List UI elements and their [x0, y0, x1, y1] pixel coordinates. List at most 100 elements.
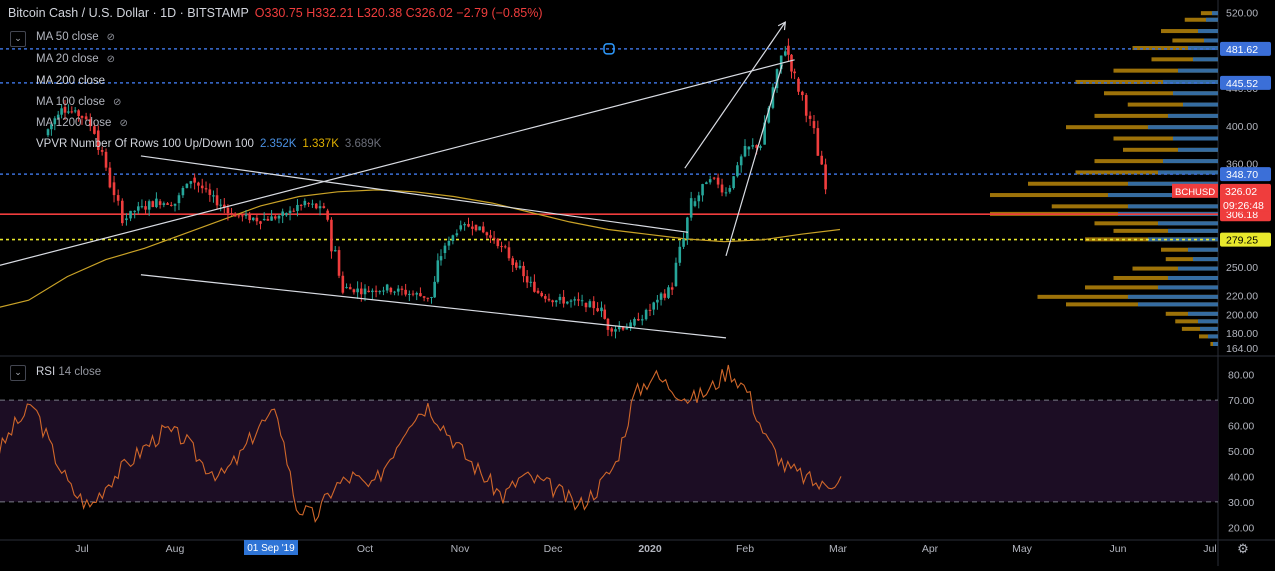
- candle-body: [374, 290, 378, 292]
- vpvr-bar-down: [1028, 181, 1218, 186]
- vpvr-bar-up: [1178, 266, 1218, 271]
- candle-body: [378, 291, 382, 293]
- candle-body: [500, 246, 503, 248]
- candle-body: [518, 265, 522, 268]
- candle-body: [656, 299, 659, 303]
- candle-body: [824, 164, 827, 190]
- candle-body: [88, 119, 92, 127]
- price-tag-279-bg: [1220, 232, 1271, 247]
- candle-body: [255, 217, 259, 222]
- indicator-vpvr[interactable]: VPVR Number Of Rows 100 Up/Down 100 2.352…: [36, 138, 382, 150]
- breakdown-arrow: [0, 59, 795, 266]
- price-tick-label: 200.00: [1226, 309, 1258, 321]
- candle-body: [439, 256, 443, 261]
- candle-body: [705, 182, 708, 185]
- vpvr-bar-down: [1151, 57, 1218, 62]
- candle-body: [341, 275, 345, 293]
- candle-body: [496, 238, 500, 247]
- candle-body: [617, 326, 621, 330]
- candle-body: [637, 318, 640, 321]
- candle-body: [140, 206, 144, 208]
- candle-body: [197, 182, 200, 186]
- time-tick-label: Nov: [451, 543, 470, 555]
- vpvr-bar-up: [1188, 311, 1218, 316]
- indicator-ma-100[interactable]: MA 100 close ⊘: [36, 96, 122, 108]
- vpvr-bar-down: [1132, 46, 1218, 51]
- vpvr-bar-down: [1181, 326, 1218, 331]
- candle-body: [46, 129, 50, 136]
- vpvr-bar-down: [1132, 266, 1218, 271]
- hidden-eye-icon[interactable]: ⊘: [106, 54, 116, 65]
- candle-body: [219, 204, 222, 206]
- vpvr-bar-down: [1094, 159, 1218, 164]
- candle-body: [133, 210, 136, 212]
- candle-body: [96, 130, 100, 151]
- vpvr-bar-up: [1168, 228, 1218, 233]
- candle-body: [463, 224, 466, 226]
- vpvr-bar-down: [1113, 228, 1218, 233]
- candle-body: [808, 115, 812, 119]
- candle-body: [56, 114, 60, 119]
- candle-body: [382, 290, 385, 292]
- candle-body: [596, 308, 599, 312]
- countdown-timer: 09:26:48: [1223, 200, 1264, 212]
- candle-body: [600, 307, 603, 312]
- candle-body: [793, 71, 796, 74]
- candle-body: [712, 177, 716, 179]
- candle-body: [155, 198, 158, 208]
- candle-body: [322, 206, 326, 208]
- candle-body: [577, 299, 580, 301]
- candle-body: [747, 146, 751, 150]
- trendline-channel-lower: [140, 274, 727, 339]
- indicator-ma-50[interactable]: MA 50 close ⊘: [36, 31, 116, 43]
- candle-body: [333, 250, 337, 252]
- candle-body: [759, 146, 762, 148]
- time-tick-label: Mar: [829, 543, 848, 555]
- time-tick-label: Jul: [75, 543, 88, 555]
- time-tick-label: 2020: [638, 543, 662, 555]
- candle-body: [562, 296, 565, 304]
- candle-body: [277, 215, 281, 219]
- rsi-band: [0, 400, 1218, 502]
- candle-body: [288, 210, 292, 214]
- vpvr-bar-up: [1173, 91, 1218, 96]
- candle-body: [389, 287, 393, 293]
- candle-body: [223, 204, 226, 208]
- indicator-ma-20[interactable]: MA 20 close ⊘: [36, 53, 116, 65]
- candle-body: [790, 54, 793, 72]
- vpvr-bar-up: [1163, 159, 1218, 164]
- vpvr-bar-down: [1104, 91, 1218, 96]
- candle-body: [371, 290, 374, 293]
- candle-body: [467, 224, 470, 227]
- candle-body: [230, 213, 233, 215]
- candle-body: [621, 326, 625, 330]
- candle-body: [659, 293, 663, 300]
- collapse-indicators-button[interactable]: ⌄: [10, 31, 26, 47]
- candle-body: [422, 296, 426, 298]
- hidden-eye-icon[interactable]: ⊘: [113, 97, 122, 108]
- rsi-tick-label: 30.00: [1228, 497, 1254, 509]
- settings-gear-icon[interactable]: ⚙: [1237, 541, 1249, 556]
- vpvr-up-volume: 2.352K: [259, 138, 297, 150]
- collapse-rsi-button[interactable]: ⌄: [10, 365, 26, 381]
- candle-body: [60, 108, 63, 115]
- vpvr-bar-down: [1184, 17, 1218, 22]
- candle-body: [812, 121, 816, 129]
- candle-body: [330, 219, 333, 252]
- candle-body: [610, 328, 614, 332]
- rsi-tick-label: 80.00: [1228, 370, 1254, 382]
- price-tag-306: 306.18: [1226, 209, 1258, 221]
- hidden-eye-icon[interactable]: ⊘: [106, 32, 116, 43]
- hidden-eye-icon[interactable]: ⊘: [119, 118, 128, 129]
- candle-body: [693, 201, 697, 206]
- candle-body: [478, 226, 481, 231]
- candle-body: [708, 179, 712, 183]
- rsi-tick-label: 60.00: [1228, 421, 1254, 433]
- indicator-ma-1200[interactable]: MA 1200 close ⊘: [36, 117, 128, 129]
- candle-body: [436, 260, 440, 282]
- candle-body: [447, 240, 451, 246]
- indicator-ma-200[interactable]: MA 200 close: [36, 75, 106, 87]
- candle-body: [751, 145, 755, 147]
- candle-body: [797, 78, 800, 92]
